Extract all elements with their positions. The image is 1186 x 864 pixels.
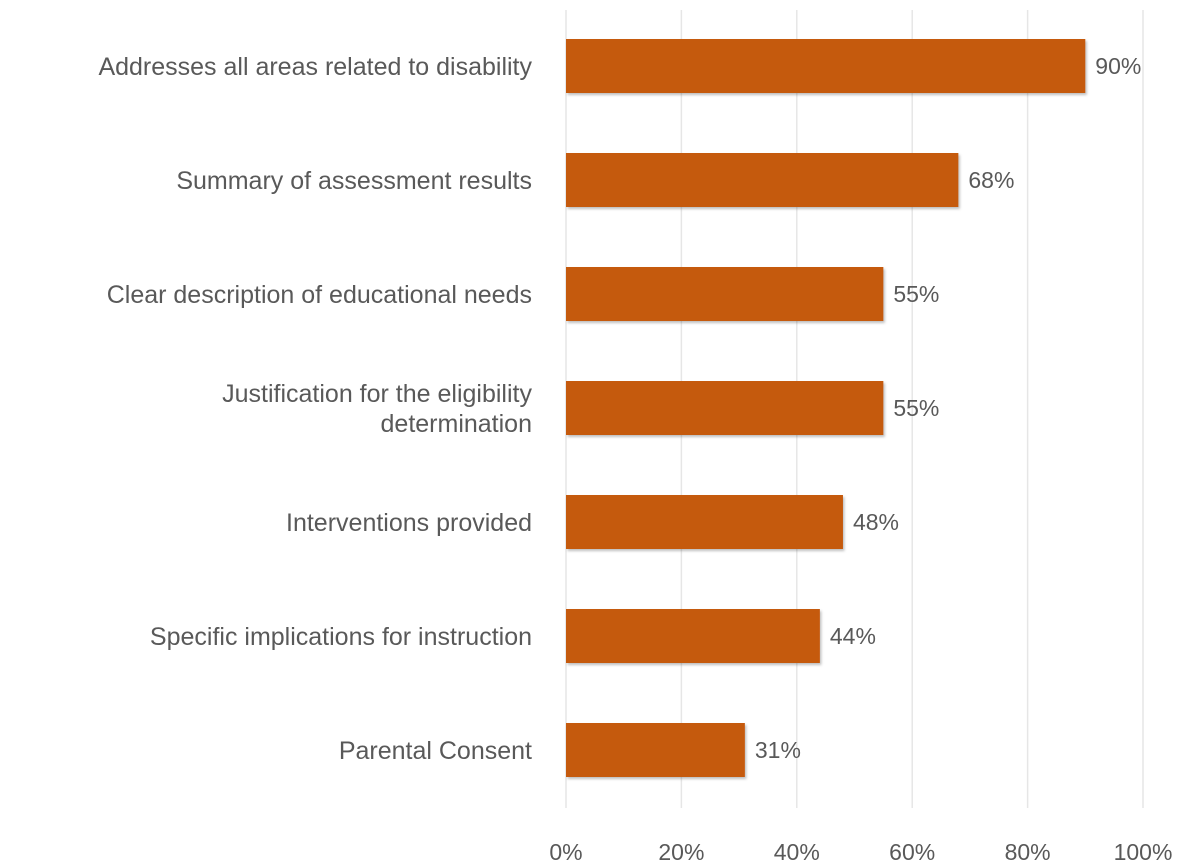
bar-2 (566, 267, 884, 321)
value-label-1: 68% (968, 167, 1014, 193)
value-label-0: 90% (1095, 53, 1141, 79)
category-label-4: Interventions provided (286, 509, 532, 537)
category-label-2-line-0: Clear description of educational needs (107, 281, 532, 309)
category-label-5: Specific implications for instruction (150, 623, 532, 651)
category-label-0: Addresses all areas related to disabilit… (98, 53, 532, 81)
x-tick-label-0: 0% (549, 839, 582, 864)
value-label-6: 31% (755, 737, 801, 763)
category-labels: Addresses all areas related to disabilit… (98, 53, 532, 765)
value-label-4: 48% (853, 509, 899, 535)
category-label-6: Parental Consent (339, 737, 532, 765)
bar-5 (566, 609, 820, 663)
category-label-4-line-0: Interventions provided (286, 509, 532, 537)
bar-3 (566, 381, 884, 435)
x-tick-label-4: 80% (1005, 839, 1051, 864)
bar-0 (566, 39, 1086, 93)
category-label-3-line-1: determination (381, 410, 532, 438)
category-label-3: Justification for the eligibility determi… (222, 380, 532, 438)
x-tick-label-5: 100% (1114, 839, 1173, 864)
bar-6 (566, 723, 745, 777)
value-label-2: 55% (893, 281, 939, 307)
bar-1 (566, 153, 959, 207)
x-tick-label-1: 20% (658, 839, 704, 864)
x-axis-tick-labels: 0% 20% 40% 60% 80% 100% (549, 839, 1172, 864)
x-tick-label-3: 60% (889, 839, 935, 864)
category-label-1-line-0: Summary of assessment results (176, 167, 532, 195)
value-label-5: 44% (830, 623, 876, 649)
category-label-0-line-0: Addresses all areas related to disabilit… (98, 53, 532, 81)
category-label-1: Summary of assessment results (176, 167, 532, 195)
category-label-6-line-0: Parental Consent (339, 737, 532, 765)
category-label-3-line-0: Justification for the eligibility (222, 380, 532, 408)
bar-4 (566, 495, 843, 549)
x-tick-label-2: 40% (774, 839, 820, 864)
value-label-3: 55% (893, 395, 939, 421)
value-labels: 90% 68% 55% 55% 48% 44% 31% (755, 53, 1141, 763)
bars (566, 39, 1086, 777)
category-label-5-line-0: Specific implications for instruction (150, 623, 532, 651)
category-label-2: Clear description of educational needs (107, 281, 532, 309)
